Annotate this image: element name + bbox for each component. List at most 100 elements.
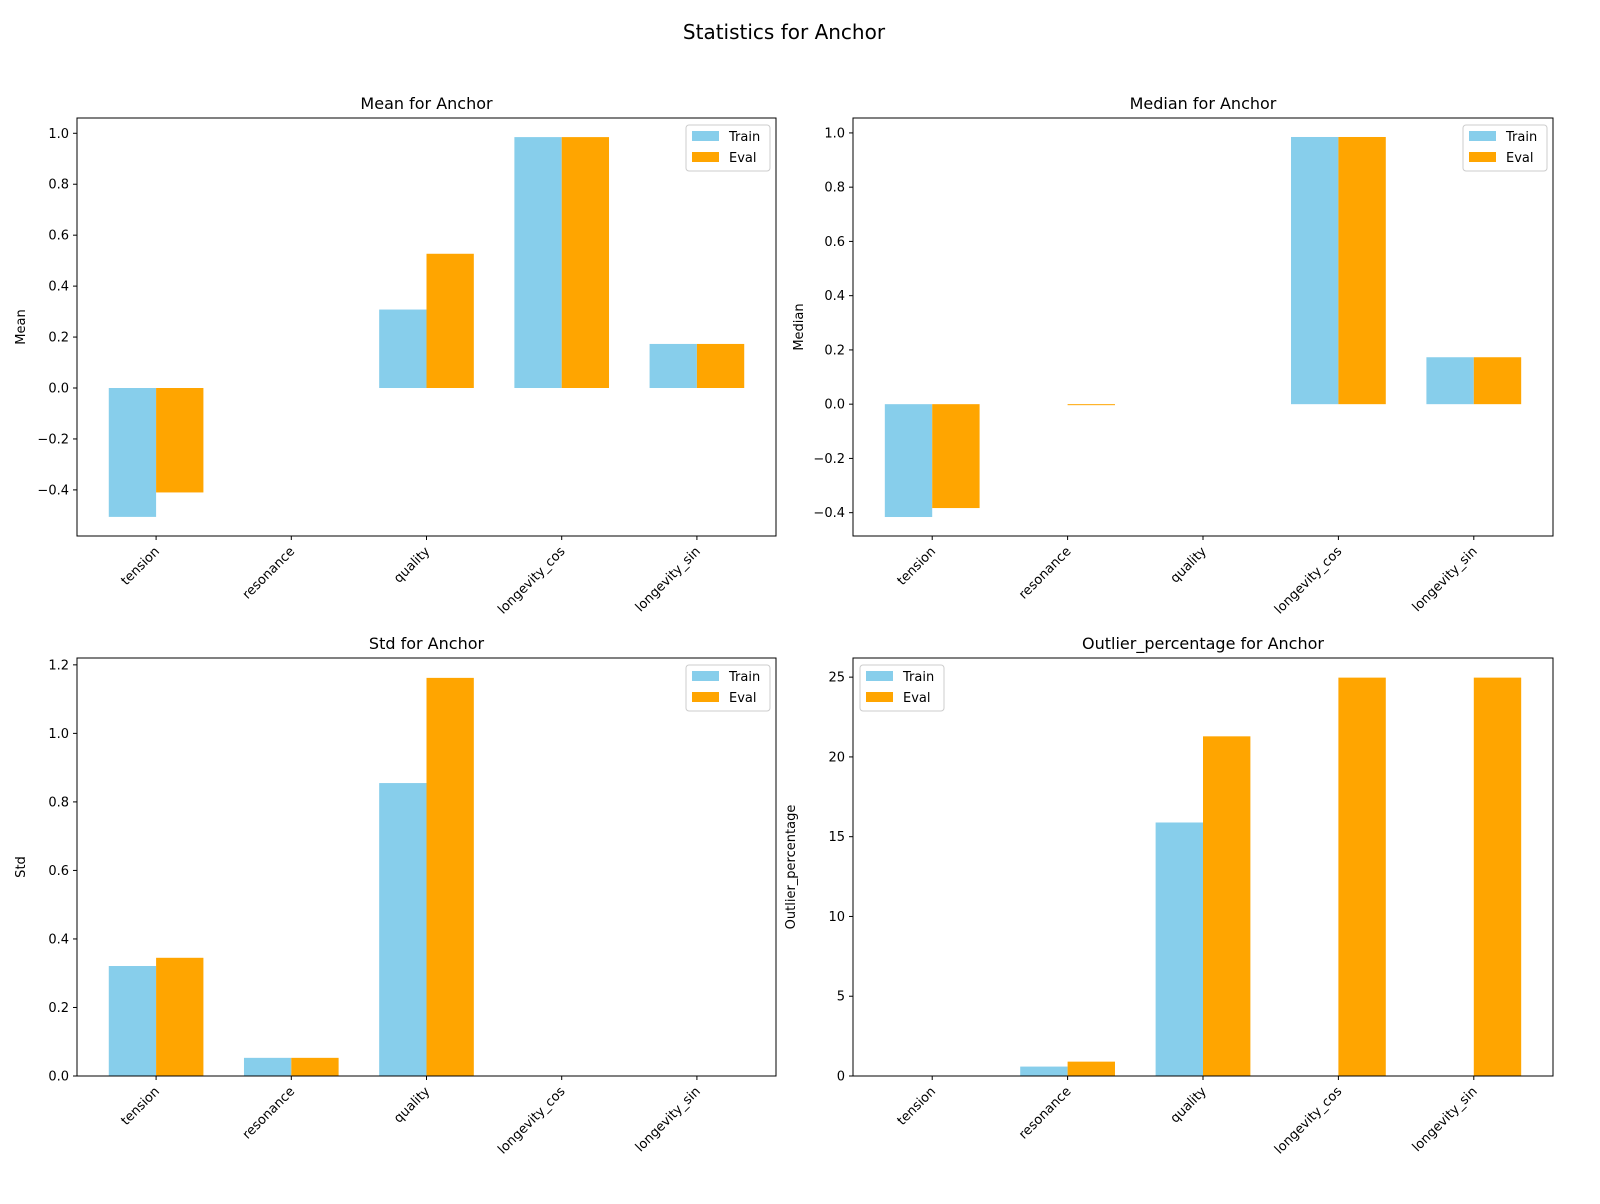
legend-swatch-train [866, 671, 893, 681]
x-tick-label: longevity_sin [633, 1084, 704, 1155]
bar-eval-tension [156, 957, 204, 1076]
legend-label-train: Train [728, 130, 760, 145]
x-tick-label: quality [391, 1084, 433, 1126]
bar-train-longevity_sin [1426, 357, 1474, 405]
legend-swatch-train [1469, 131, 1496, 141]
bar-eval-quality [426, 253, 474, 389]
y-tick-label: 0 [837, 1070, 845, 1085]
bar-train-resonance [1020, 1066, 1068, 1076]
bar-train-longevity_cos [514, 137, 562, 389]
bar-eval-quality [426, 677, 474, 1076]
bar-eval-longevity_sin [1473, 677, 1522, 1076]
bar-eval-resonance [1067, 404, 1115, 406]
y-tick-label: 0.6 [48, 229, 69, 244]
y-tick-label: 0.0 [48, 382, 69, 397]
x-tick-label: resonance [1016, 544, 1074, 602]
y-tick-label: −0.4 [37, 483, 69, 498]
x-tick-label: tension [118, 544, 162, 588]
bar-train-quality [1155, 822, 1203, 1076]
x-tick-label: longevity_sin [1410, 1084, 1481, 1155]
legend-swatch-eval [692, 692, 719, 702]
y-axis-label: Mean [14, 309, 29, 344]
legend-label-train: Train [1505, 130, 1537, 145]
bar-eval-resonance [291, 1057, 339, 1076]
bar-eval-tension [932, 404, 980, 509]
y-tick-label: 0.0 [824, 398, 845, 413]
x-tick-label: longevity_cos [1272, 1084, 1345, 1157]
bar-eval-longevity_sin [1473, 357, 1522, 405]
legend-label-train: Train [902, 670, 934, 685]
bar-train-tension [108, 966, 157, 1076]
bar-train-tension [884, 404, 933, 518]
y-tick-label: 15 [828, 830, 845, 845]
legend-swatch-eval [692, 152, 719, 162]
x-tick-label: longevity_cos [495, 1084, 568, 1157]
y-axis-label: Std [14, 856, 29, 878]
bar-eval-longevity_cos [561, 137, 610, 389]
x-tick-label: longevity_sin [633, 544, 704, 615]
y-tick-label: 0.8 [48, 178, 69, 193]
legend-swatch-eval [866, 692, 893, 702]
y-tick-label: 0.6 [824, 235, 845, 250]
y-tick-label: 25 [828, 671, 845, 686]
y-tick-label: 0.2 [48, 331, 69, 346]
legend-swatch-eval [1469, 152, 1496, 162]
legend: Train Eval [859, 664, 945, 712]
y-tick-label: 0.8 [824, 181, 845, 196]
y-tick-label: 0.4 [824, 289, 845, 304]
y-tick-label: −0.4 [813, 506, 845, 521]
y-tick-label: 5 [837, 990, 845, 1005]
subplot-title: Std for Anchor [369, 634, 485, 653]
x-tick-label: tension [895, 544, 939, 588]
subplot-2: Std for Anchor Std 0.0 0.2 0.4 0.6 0.8 1.0 1.2 te… [14, 634, 777, 1157]
legend-label-eval: Eval [729, 151, 757, 166]
legend-label-eval: Eval [1506, 151, 1534, 166]
x-tick-label: longevity_cos [1272, 544, 1345, 617]
legend-label-train: Train [728, 670, 760, 685]
x-tick-label: tension [118, 1084, 162, 1128]
bar-eval-quality [1203, 736, 1251, 1076]
legend: Train Eval [685, 664, 771, 712]
x-tick-label: quality [1168, 544, 1210, 586]
x-tick-label: quality [1168, 1084, 1210, 1126]
x-tick-label: resonance [240, 1084, 298, 1142]
bar-train-longevity_cos [1291, 136, 1339, 405]
bar-train-quality [379, 783, 427, 1076]
y-tick-label: 0.2 [824, 343, 845, 358]
y-tick-label: 20 [828, 750, 845, 765]
y-tick-label: 1.0 [48, 727, 69, 742]
y-tick-label: −0.2 [37, 432, 69, 447]
x-tick-label: quality [391, 544, 433, 586]
bar-eval-resonance [1067, 1061, 1115, 1076]
x-tick-label: longevity_cos [495, 544, 568, 617]
bar-eval-tension [156, 388, 204, 493]
y-axis-label: Median [792, 303, 807, 350]
x-tick-label: resonance [1016, 1084, 1074, 1142]
y-axis-label: Outlier_percentage [784, 805, 799, 930]
subplot-0: Mean for Anchor Mean −0.4 −0.2 0.0 0.2 0.4 0.6 0… [14, 94, 777, 617]
y-tick-label: 10 [828, 910, 845, 925]
bar-eval-longevity_cos [1338, 677, 1386, 1076]
y-tick-label: 1.0 [48, 127, 69, 142]
subplot-title: Median for Anchor [1130, 94, 1277, 113]
y-tick-label: 0.8 [48, 795, 69, 810]
y-tick-label: 1.2 [48, 658, 69, 673]
legend-swatch-train [692, 131, 719, 141]
subplot-1: Median for Anchor Median −0.4 −0.2 0.0 0.2 0.4… [792, 94, 1554, 617]
x-tick-label: tension [895, 1084, 939, 1128]
y-tick-label: 0.4 [48, 932, 69, 947]
y-tick-label: −0.2 [813, 452, 845, 467]
figure-title: Statistics for Anchor [683, 20, 886, 44]
x-tick-label: resonance [240, 544, 298, 602]
y-tick-label: 1.0 [824, 126, 845, 141]
y-tick-label: 0.4 [48, 280, 69, 295]
legend-swatch-train [692, 671, 719, 681]
bar-train-resonance [243, 1057, 292, 1076]
bar-train-tension [108, 388, 157, 517]
y-tick-label: 0.2 [48, 1001, 69, 1016]
legend: Train Eval [685, 124, 771, 172]
bar-train-longevity_sin [649, 343, 697, 389]
subplot-title: Outlier_percentage for Anchor [1082, 634, 1324, 654]
